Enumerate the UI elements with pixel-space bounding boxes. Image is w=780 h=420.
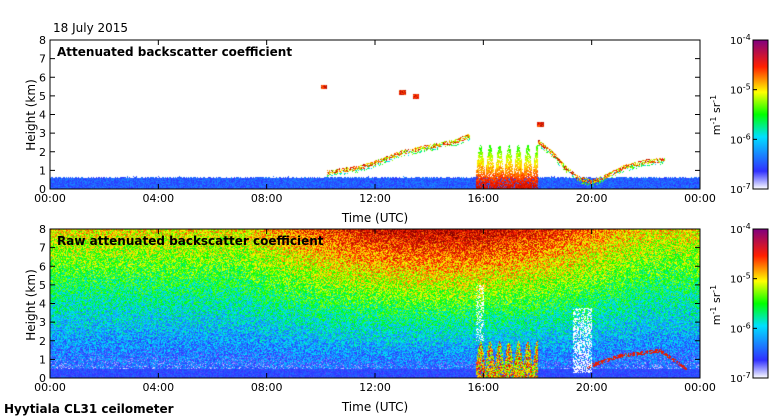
heatmap-raster <box>50 40 700 189</box>
heatmap-raster <box>50 229 700 378</box>
panel-title: Attenuated backscatter coefficient <box>57 45 292 59</box>
y-tick-label: 4 <box>39 109 46 122</box>
colorbar-unit: m-1 sr-1 <box>709 285 723 325</box>
colorbar-tick-label: 10-4 <box>730 222 751 236</box>
panel-title: Raw attenuated backscatter coefficient <box>57 234 324 248</box>
colorbar-tick-label: 10-5 <box>730 83 751 97</box>
y-axis-label: Height (km) <box>24 79 38 150</box>
colorbar-attenuated: 10-4 10-5 10-6 10-7 m-1 sr-1 <box>709 33 769 196</box>
colorbar-tick-label: 10-4 <box>730 33 751 47</box>
x-axis-label: Time (UTC) <box>341 211 408 225</box>
y-axis-label: Height (km) <box>24 269 38 340</box>
colorbar-tick-label: 10-7 <box>730 182 751 196</box>
x-tick-label: 04:00 <box>142 192 174 205</box>
date-label: 18 July 2015 <box>53 21 128 35</box>
panel-raw: Raw attenuated backscatter coefficient 0… <box>24 223 716 414</box>
colorbar-gradient <box>752 39 769 190</box>
colorbar-unit: m-1 sr-1 <box>709 95 723 135</box>
y-tick-label: 5 <box>39 90 46 103</box>
colorbar-gradient <box>752 228 769 379</box>
x-tick-label: 12:00 <box>359 192 391 205</box>
x-tick-label: 20:00 <box>576 381 608 394</box>
y-tick-label: 4 <box>39 298 46 311</box>
colorbar-tick-label: 10-6 <box>730 321 751 335</box>
panel-attenuated: Attenuated backscatter coefficient 00:00… <box>24 34 716 225</box>
x-tick-label: 08:00 <box>251 381 283 394</box>
y-tick-label: 6 <box>39 260 46 273</box>
colorbar-tick-label: 10-7 <box>730 371 751 385</box>
x-tick-label: 04:00 <box>142 381 174 394</box>
x-tick-label: 00:00 <box>684 192 716 205</box>
y-tick-label: 1 <box>39 353 46 366</box>
y-tick-label: 7 <box>39 53 46 66</box>
x-tick-label: 12:00 <box>359 381 391 394</box>
y-tick-label: 8 <box>39 223 46 236</box>
colorbar-tick-label: 10-6 <box>730 132 751 146</box>
x-tick-label: 20:00 <box>576 192 608 205</box>
y-tick-label: 5 <box>39 279 46 292</box>
y-tick-label: 2 <box>39 335 46 348</box>
x-tick-label: 00:00 <box>684 381 716 394</box>
y-tick-label: 7 <box>39 242 46 255</box>
y-tick-label: 0 <box>39 372 46 385</box>
x-tick-label: 00:00 <box>34 192 66 205</box>
heatmap-image-attenuated <box>50 40 700 189</box>
x-tick-label: 16:00 <box>467 192 499 205</box>
y-tick-label: 2 <box>39 146 46 159</box>
y-tick-label: 8 <box>39 34 46 47</box>
colorbar-raw: 10-4 10-5 10-6 10-7 m-1 sr-1 <box>709 222 769 385</box>
x-tick-label: 16:00 <box>467 381 499 394</box>
y-tick-label: 3 <box>39 127 46 140</box>
instrument-label: Hyytiala CL31 ceilometer <box>4 402 174 416</box>
y-tick-label: 1 <box>39 164 46 177</box>
y-tick-label: 3 <box>39 316 46 329</box>
x-tick-label: 08:00 <box>251 192 283 205</box>
colorbar-tick-label: 10-5 <box>730 272 751 286</box>
y-tick-label: 6 <box>39 71 46 84</box>
x-tick-label: 00:00 <box>34 381 66 394</box>
heatmap-image-raw <box>50 229 700 378</box>
x-axis-label: Time (UTC) <box>341 400 408 414</box>
y-tick-label: 0 <box>39 183 46 196</box>
